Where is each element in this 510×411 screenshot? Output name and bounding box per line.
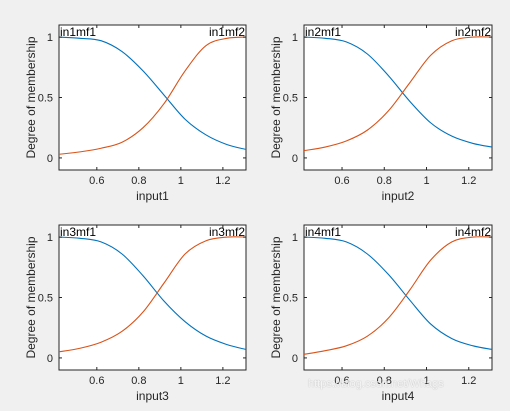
y-tick-label: 0 [292,353,298,365]
x-axis-label: input1 [136,189,169,203]
x-tick-label: 1.2 [461,175,476,187]
mf1-label: in2mf1 [305,25,341,39]
watermark: https://blog.csdn.net/Whags [308,378,444,390]
x-tick-label: 0.8 [131,175,146,187]
mf2-label: in3mf2 [209,225,245,239]
plot-area [303,24,493,171]
x-tick-label: 0.6 [89,375,104,387]
x-axis-label: input4 [382,389,415,403]
x-tick-label: 0.8 [377,375,392,387]
x-tick-label: 1.2 [215,375,230,387]
y-tick-label: 0.5 [38,293,53,305]
y-tick-label: 0.5 [283,293,298,305]
x-tick-label: 0.8 [377,175,392,187]
x-tick-label: 1.2 [215,175,230,187]
x-tick-label: 1 [423,375,429,387]
mf1-label: in4mf1 [305,225,341,239]
mf2-label: in1mf2 [209,25,245,39]
y-tick-label: 0 [47,353,53,365]
y-axis-label: Degree of membership [269,36,283,158]
y-axis-label: Degree of membership [24,236,38,358]
plot-area [58,224,247,371]
y-tick-label: 0.5 [283,93,298,105]
plot-area [303,224,493,371]
series-line-mf2 [303,36,493,152]
subplot-3: 0.6 0.8 1 1.2 0 0.5 1 input3 Degree of membershi… [24,224,247,403]
y-tick-label: 1 [47,32,53,44]
x-tick-label: 0.6 [334,175,349,187]
subplot-4: 0.6 0.8 1 1.2 0 0.5 1 input4 Degree of membershi… [269,224,493,403]
x-tick-label: 1 [178,375,184,387]
subplot-2: 0.6 0.8 1 1.2 0 0.5 1 input2 Degree of membershi… [269,24,493,203]
y-tick-label: 0.5 [38,93,53,105]
series-line-mf1 [58,236,247,350]
x-axis-label: input2 [382,189,415,203]
y-tick-label: 1 [292,232,298,244]
x-tick-label: 1 [423,175,429,187]
series-line-mf1 [58,36,247,150]
y-axis-label: Degree of membership [24,36,38,158]
x-tick-label: 1 [178,175,184,187]
series-line-mf2 [58,236,247,353]
series-line-mf1 [303,236,493,351]
y-tick-label: 0 [47,153,53,165]
mf1-label: in1mf1 [60,25,96,39]
series-line-mf1 [303,36,493,148]
y-tick-label: 1 [47,232,53,244]
x-tick-label: 0.6 [334,375,349,387]
mf2-label: in4mf2 [455,225,491,239]
x-tick-label: 1.2 [461,375,476,387]
series-line-mf2 [303,236,493,355]
series-line-mf2 [58,36,247,155]
x-tick-label: 0.6 [89,175,104,187]
x-axis-label: input3 [136,389,169,403]
plot-area [58,24,247,171]
y-tick-label: 1 [292,32,298,44]
subplot-1: 0.6 0.8 1 1.2 0 0.5 1 input1 Degree of membershi… [24,24,247,203]
y-tick-label: 0 [292,153,298,165]
x-tick-label: 0.8 [131,375,146,387]
mf1-label: in3mf1 [60,225,96,239]
y-axis-label: Degree of membership [269,236,283,358]
mf2-label: in2mf2 [455,25,491,39]
